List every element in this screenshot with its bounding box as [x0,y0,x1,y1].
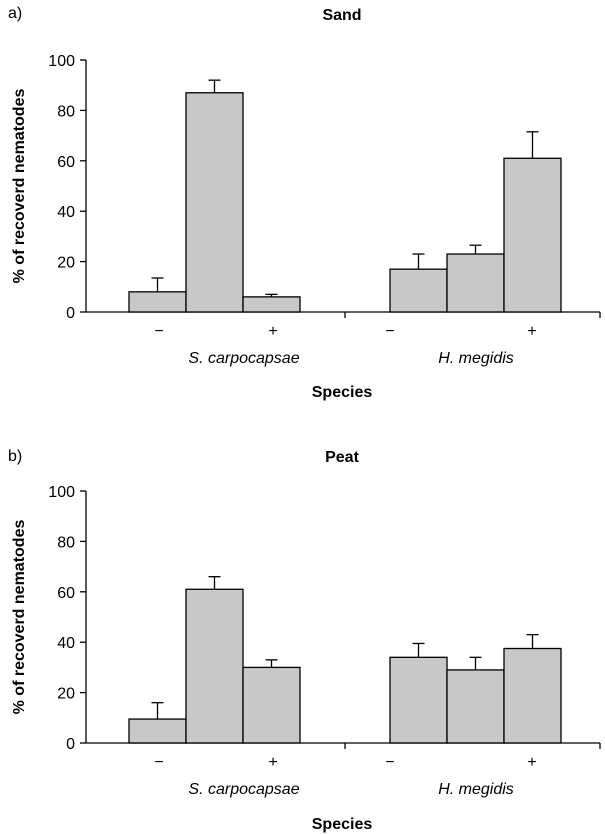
bar [242,666,301,744]
y-tick-label: 0 [66,305,75,322]
bar [185,588,244,744]
treatment-sign-label: − [385,323,394,340]
bar [185,92,244,313]
bar [503,157,562,313]
x-group-label: H. megidis [438,781,514,798]
x-group-label: S. carpocapsae [188,350,299,367]
treatment-sign-label: − [385,754,394,771]
treatment-sign-label: + [527,754,536,771]
y-tick-label: 100 [48,484,75,501]
y-axis-label: % of recoverd nematodes [11,89,28,284]
y-tick-label: 0 [66,736,75,753]
chart-title: Sand [322,7,361,24]
y-tick-label: 40 [57,635,75,652]
bar [242,296,301,313]
bar [128,291,187,313]
treatment-sign-label: + [268,754,277,771]
bar [446,669,505,744]
y-tick-label: 80 [57,103,75,120]
panel-label: b) [8,448,22,465]
bar [389,268,448,313]
y-tick-label: 100 [48,53,75,70]
panel-label: a) [8,5,22,22]
bar [389,656,448,744]
chart-title: Peat [325,449,359,466]
y-tick-label: 60 [57,585,75,602]
x-axis-label: Species [312,384,373,401]
y-tick-label: 20 [57,255,75,272]
x-axis-label: Species [312,816,373,833]
bar [128,718,187,744]
y-tick-label: 80 [57,534,75,551]
x-group-label: H. megidis [438,350,514,367]
treatment-sign-label: − [154,323,163,340]
y-tick-label: 20 [57,686,75,703]
bar [446,253,505,313]
bar [503,647,562,744]
y-axis-label: % of recoverd nematodes [11,520,28,715]
y-tick-label: 60 [57,154,75,171]
treatment-sign-label: + [527,323,536,340]
treatment-sign-label: + [268,323,277,340]
treatment-sign-label: − [154,754,163,771]
x-group-label: S. carpocapsae [188,781,299,798]
y-tick-label: 40 [57,204,75,221]
